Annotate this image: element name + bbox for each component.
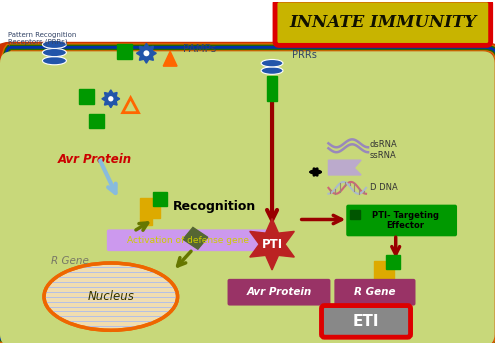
Text: Avr Protein: Avr Protein	[58, 153, 132, 166]
Ellipse shape	[42, 48, 66, 57]
Text: Activation of defense gene: Activation of defense gene	[127, 236, 249, 245]
Polygon shape	[163, 51, 177, 66]
FancyBboxPatch shape	[275, 0, 490, 46]
Text: Pattern Recognition
Receptors (PRRs): Pattern Recognition Receptors (PRRs)	[8, 31, 76, 45]
Text: INNATE IMMUNITY: INNATE IMMUNITY	[289, 14, 476, 31]
Text: PAMPs: PAMPs	[183, 45, 216, 54]
Polygon shape	[183, 227, 208, 249]
Bar	[267, 76, 277, 101]
Text: PTI: PTI	[262, 238, 282, 251]
Text: Nucleus: Nucleus	[88, 290, 134, 303]
Polygon shape	[250, 218, 294, 270]
Bar	[140, 198, 160, 217]
Ellipse shape	[44, 263, 178, 330]
Ellipse shape	[261, 59, 283, 67]
Polygon shape	[328, 160, 361, 175]
Text: dsRNA: dsRNA	[370, 140, 398, 149]
Text: ssRNA: ssRNA	[370, 151, 396, 160]
FancyBboxPatch shape	[334, 279, 415, 306]
Bar	[89, 114, 104, 128]
Text: PTI- Targeting
Effector: PTI- Targeting Effector	[372, 211, 439, 230]
FancyBboxPatch shape	[0, 47, 498, 345]
FancyBboxPatch shape	[346, 205, 457, 236]
FancyBboxPatch shape	[228, 279, 330, 306]
Ellipse shape	[261, 67, 283, 74]
Text: Avr Protein: Avr Protein	[246, 287, 312, 297]
FancyBboxPatch shape	[0, 51, 494, 345]
Bar	[350, 210, 360, 219]
FancyBboxPatch shape	[322, 306, 410, 337]
Ellipse shape	[42, 40, 66, 48]
Polygon shape	[136, 43, 156, 63]
Polygon shape	[102, 90, 120, 108]
Bar	[374, 281, 386, 289]
Ellipse shape	[42, 57, 66, 65]
Text: R Gene: R Gene	[52, 256, 90, 266]
Bar	[116, 45, 132, 59]
FancyBboxPatch shape	[107, 229, 269, 251]
Bar	[140, 217, 152, 225]
Text: ETI: ETI	[353, 314, 380, 329]
Text: Recognition: Recognition	[173, 200, 256, 213]
Bar	[79, 89, 94, 104]
Bar	[154, 192, 167, 206]
Text: R Gene: R Gene	[354, 287, 396, 297]
Text: PRRs: PRRs	[292, 50, 316, 60]
Ellipse shape	[108, 96, 114, 101]
Bar	[386, 255, 400, 269]
Bar	[374, 261, 394, 281]
Text: D DNA: D DNA	[370, 183, 398, 192]
Ellipse shape	[144, 50, 150, 56]
